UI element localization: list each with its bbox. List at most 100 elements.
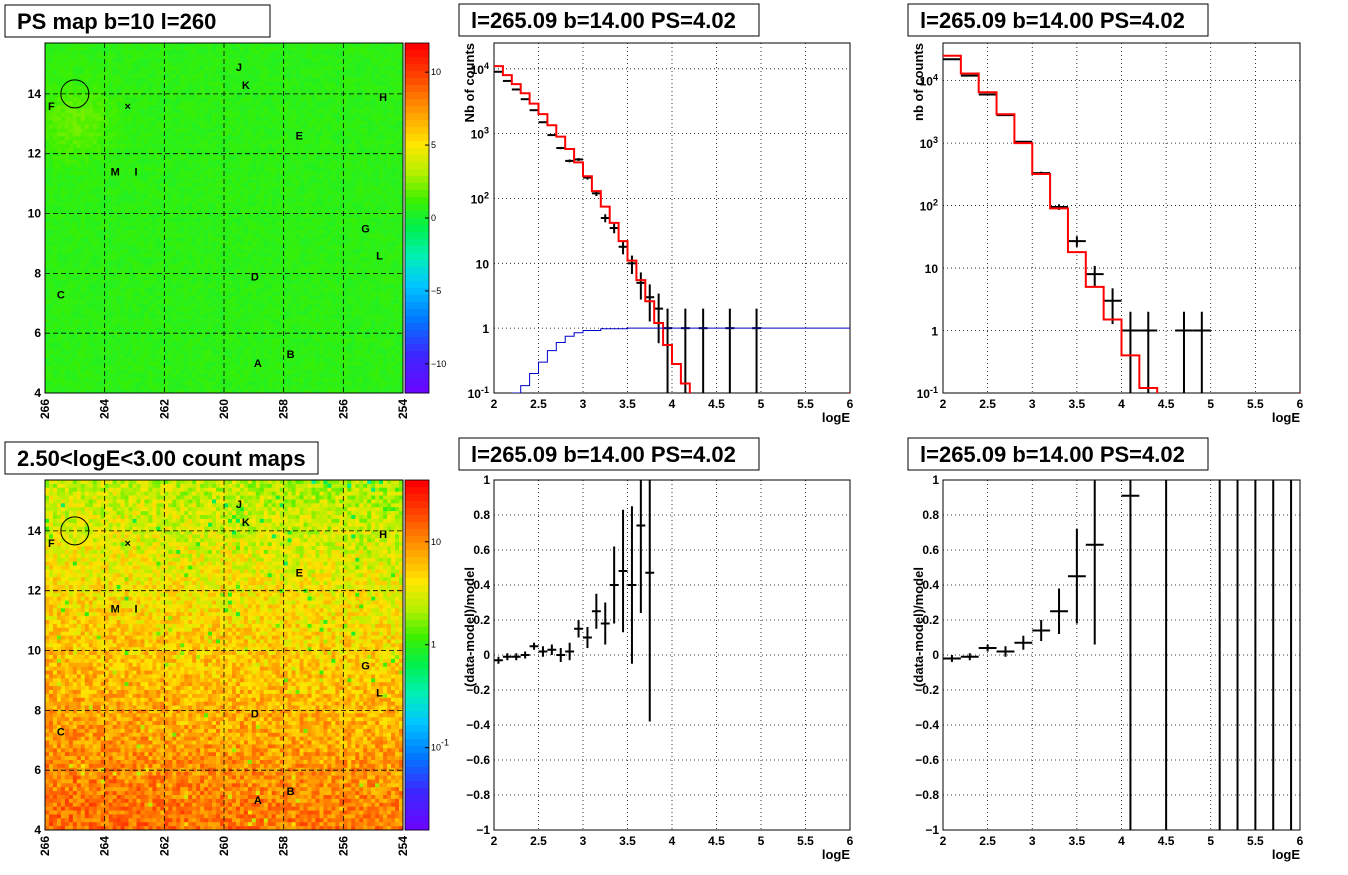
map-cell bbox=[156, 93, 161, 98]
map-cell bbox=[311, 148, 316, 153]
map-cell bbox=[303, 89, 308, 94]
map-cell bbox=[391, 233, 396, 238]
map-cell bbox=[208, 214, 213, 219]
map-cell bbox=[116, 159, 121, 164]
map-cell bbox=[363, 171, 368, 176]
map-cell bbox=[227, 175, 233, 180]
map-cell bbox=[243, 214, 249, 219]
map-cell bbox=[56, 210, 62, 215]
map-cell bbox=[379, 148, 384, 153]
map-cell bbox=[395, 136, 400, 141]
map-cell bbox=[116, 148, 121, 153]
map-cell bbox=[148, 136, 153, 141]
map-cell bbox=[295, 159, 300, 164]
map-cell bbox=[224, 249, 229, 254]
map-cell bbox=[96, 175, 101, 180]
map-cell bbox=[108, 97, 113, 102]
map-cell bbox=[295, 97, 300, 102]
map-cell bbox=[212, 109, 217, 114]
map-cell bbox=[180, 245, 185, 250]
map-cell bbox=[391, 214, 396, 219]
map-cell bbox=[45, 109, 50, 114]
map-cell bbox=[263, 186, 269, 192]
map-cell bbox=[327, 198, 332, 203]
map-cell bbox=[399, 66, 404, 71]
map-cell bbox=[104, 43, 109, 48]
map-cell bbox=[331, 175, 336, 180]
map-cell bbox=[224, 113, 229, 118]
map-cell bbox=[267, 43, 273, 48]
map-cell bbox=[168, 163, 173, 168]
map-cell bbox=[148, 233, 153, 238]
map-cell bbox=[299, 253, 304, 258]
map-cell bbox=[216, 105, 221, 110]
map-cell bbox=[303, 132, 308, 137]
map-cell bbox=[48, 163, 54, 168]
map-cell bbox=[96, 206, 101, 211]
map-cell bbox=[168, 225, 173, 230]
map-cell bbox=[56, 245, 62, 250]
map-cell bbox=[60, 128, 66, 133]
map-cell bbox=[359, 144, 364, 149]
map-cell bbox=[335, 78, 340, 83]
map-cell bbox=[319, 93, 324, 98]
map-cell bbox=[235, 148, 241, 153]
map-cell bbox=[64, 214, 70, 219]
map-cell bbox=[76, 70, 82, 75]
map-cell bbox=[76, 171, 82, 176]
map-cell bbox=[247, 78, 253, 83]
map-cell bbox=[319, 43, 324, 48]
map-cell bbox=[387, 78, 392, 83]
map-cell bbox=[231, 54, 237, 59]
map-cell bbox=[279, 241, 284, 246]
map-cell bbox=[60, 136, 66, 141]
map-cell bbox=[76, 155, 82, 160]
map-cell bbox=[188, 140, 193, 145]
map-cell bbox=[287, 229, 292, 234]
map-cell bbox=[375, 175, 380, 180]
map-cell bbox=[291, 167, 296, 172]
map-cell bbox=[235, 78, 241, 83]
map-cell bbox=[295, 225, 300, 230]
map-cell bbox=[363, 148, 368, 153]
map-cell bbox=[247, 58, 253, 63]
map-cell bbox=[227, 50, 233, 55]
map-cell bbox=[363, 179, 368, 184]
map-cell bbox=[68, 241, 74, 246]
map-cell bbox=[184, 198, 189, 203]
map-cell bbox=[355, 140, 360, 145]
map-cell bbox=[323, 132, 328, 137]
map-cell bbox=[383, 54, 388, 59]
map-cell bbox=[45, 210, 50, 215]
map-cell bbox=[343, 74, 348, 79]
map-cell bbox=[263, 225, 269, 230]
map-cell bbox=[60, 194, 66, 199]
map-cell bbox=[335, 140, 340, 145]
map-cell bbox=[64, 62, 70, 67]
map-cell bbox=[243, 120, 249, 125]
map-cell bbox=[204, 194, 209, 199]
map-cell bbox=[275, 233, 280, 238]
map-cell bbox=[291, 206, 296, 211]
map-cell bbox=[327, 58, 332, 63]
map-cell bbox=[379, 81, 384, 87]
map-cell bbox=[68, 116, 74, 122]
map-cell bbox=[128, 97, 133, 102]
map-cell bbox=[132, 159, 137, 164]
map-cell bbox=[359, 54, 364, 59]
map-cell bbox=[196, 179, 201, 184]
map-cell bbox=[220, 124, 225, 129]
map-cell bbox=[255, 225, 261, 230]
map-cell bbox=[387, 210, 392, 215]
map-cell bbox=[243, 43, 249, 48]
map-cell bbox=[156, 256, 161, 262]
map-cell bbox=[56, 249, 62, 254]
map-cell bbox=[188, 136, 193, 141]
map-cell bbox=[355, 62, 360, 67]
map-cell bbox=[96, 113, 101, 118]
map-cell bbox=[48, 186, 54, 192]
map-cell bbox=[112, 233, 117, 238]
map-cell bbox=[359, 163, 364, 168]
map-cell bbox=[212, 113, 217, 118]
map-cell bbox=[120, 256, 125, 262]
